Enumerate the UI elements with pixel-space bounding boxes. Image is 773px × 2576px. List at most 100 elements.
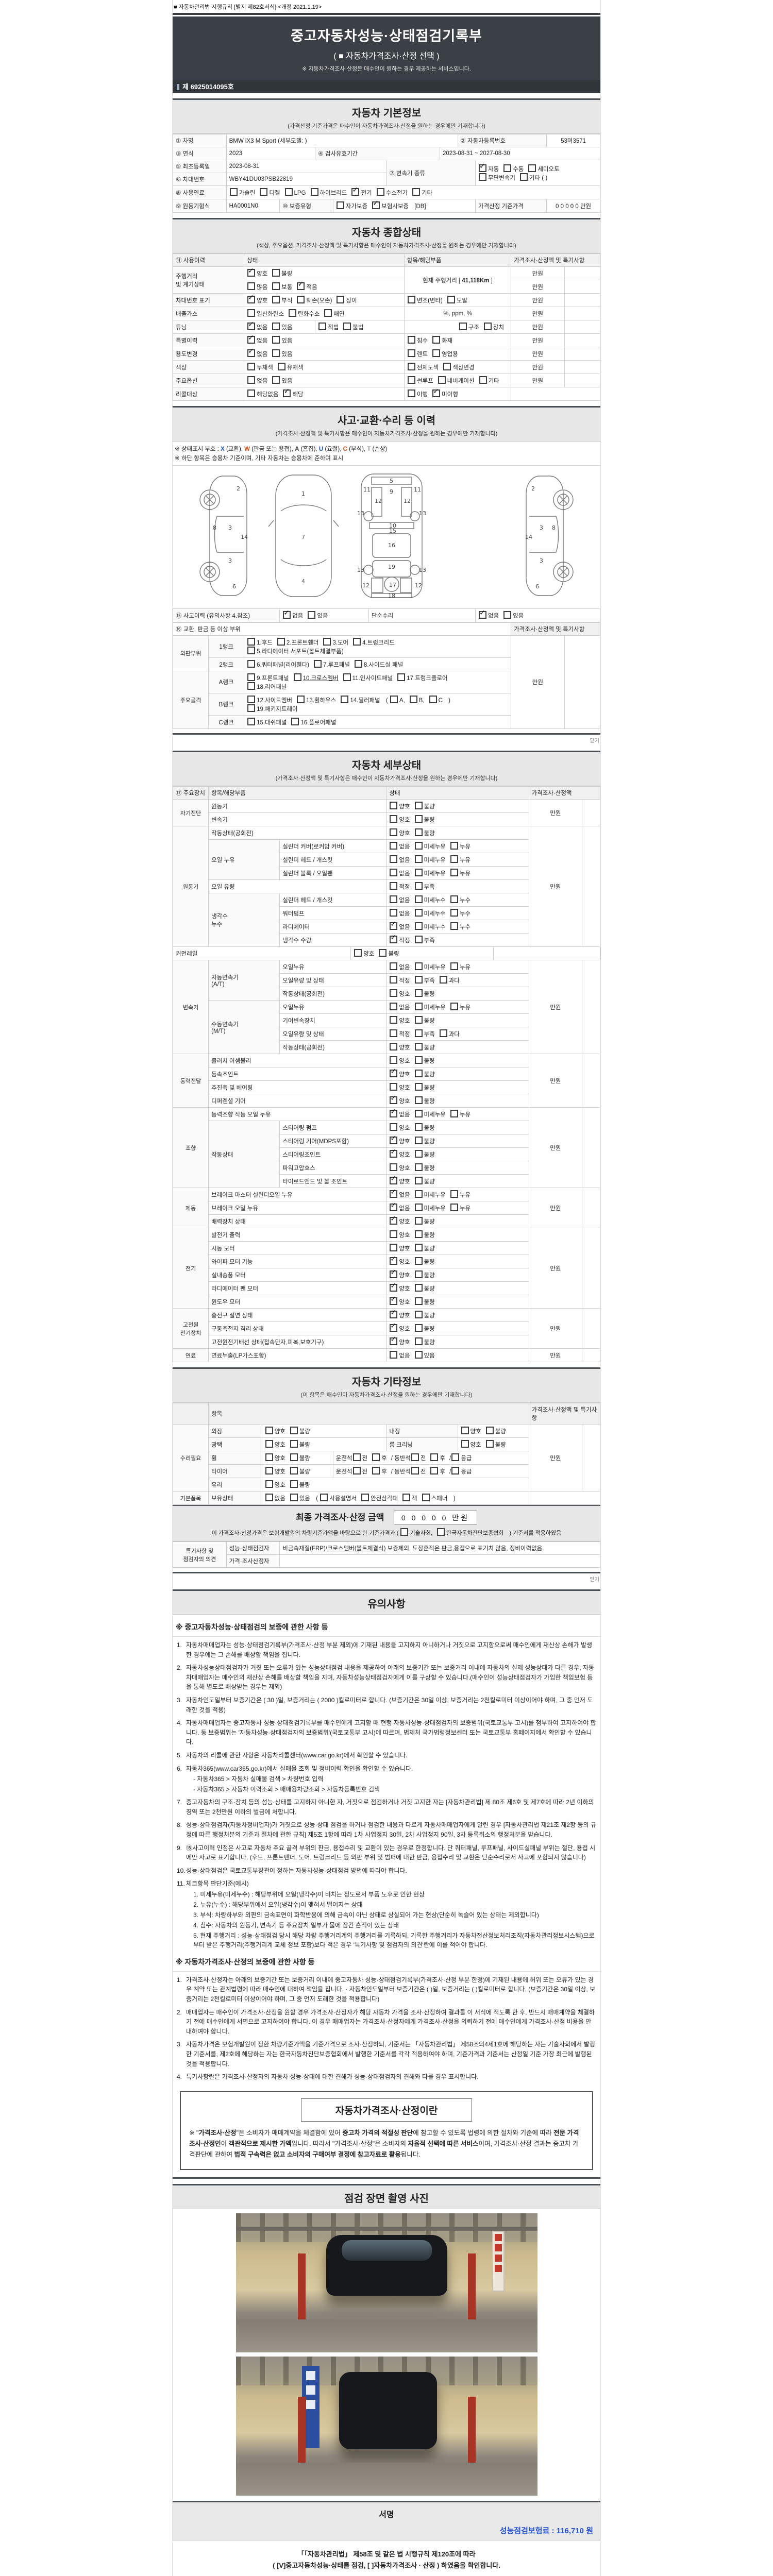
checkbox[interactable] bbox=[318, 323, 327, 330]
checkbox[interactable] bbox=[414, 815, 423, 823]
checkbox[interactable] bbox=[247, 718, 256, 725]
checkbox[interactable] bbox=[438, 376, 446, 384]
checkbox[interactable] bbox=[430, 1453, 439, 1461]
checkbox[interactable] bbox=[297, 280, 305, 290]
checkbox[interactable] bbox=[443, 363, 451, 370]
checkbox[interactable] bbox=[247, 376, 256, 384]
checkbox[interactable] bbox=[390, 1268, 398, 1278]
checkbox[interactable] bbox=[407, 376, 415, 384]
checkbox[interactable] bbox=[390, 909, 398, 917]
checkbox[interactable] bbox=[284, 188, 293, 196]
checkbox[interactable] bbox=[390, 815, 398, 823]
checkbox[interactable] bbox=[439, 976, 447, 984]
checkbox[interactable] bbox=[390, 1214, 398, 1225]
checkbox[interactable] bbox=[414, 882, 423, 890]
checkbox[interactable] bbox=[229, 188, 238, 196]
checkbox[interactable] bbox=[411, 1467, 419, 1475]
checkbox[interactable] bbox=[390, 1351, 398, 1359]
checkbox[interactable] bbox=[390, 976, 398, 984]
checkbox[interactable] bbox=[310, 188, 318, 196]
checkbox[interactable] bbox=[414, 1029, 423, 1037]
checkbox[interactable] bbox=[479, 173, 487, 181]
checkbox[interactable] bbox=[390, 933, 398, 943]
checkbox[interactable] bbox=[337, 296, 345, 303]
checkbox[interactable] bbox=[297, 696, 305, 703]
checkbox[interactable] bbox=[247, 266, 256, 277]
checkbox[interactable] bbox=[390, 1003, 398, 1010]
checkbox[interactable] bbox=[414, 1150, 423, 1158]
checkbox[interactable] bbox=[247, 282, 256, 290]
checkbox[interactable] bbox=[414, 909, 423, 917]
checkbox[interactable] bbox=[323, 638, 331, 646]
checkbox[interactable] bbox=[260, 188, 268, 196]
checkbox[interactable] bbox=[390, 1335, 398, 1345]
close-button[interactable]: 닫기 bbox=[590, 1577, 599, 1583]
checkbox[interactable] bbox=[414, 1043, 423, 1050]
checkbox[interactable] bbox=[320, 1494, 328, 1501]
checkbox[interactable] bbox=[247, 638, 256, 646]
checkbox[interactable] bbox=[414, 1016, 423, 1024]
checkbox[interactable] bbox=[450, 1003, 458, 1010]
checkbox[interactable] bbox=[390, 962, 398, 970]
checkbox[interactable] bbox=[390, 1029, 398, 1037]
checkbox[interactable] bbox=[414, 1163, 423, 1171]
checkbox[interactable] bbox=[450, 895, 458, 903]
checkbox[interactable] bbox=[479, 376, 487, 384]
checkbox[interactable] bbox=[414, 1123, 423, 1131]
checkbox[interactable] bbox=[283, 387, 291, 397]
checkbox[interactable] bbox=[407, 349, 415, 357]
checkbox[interactable] bbox=[422, 1494, 430, 1501]
checkbox[interactable] bbox=[265, 1440, 273, 1448]
checkbox[interactable] bbox=[414, 1177, 423, 1184]
checkbox[interactable] bbox=[354, 949, 362, 957]
checkbox[interactable] bbox=[414, 802, 423, 809]
checkbox[interactable] bbox=[247, 309, 256, 317]
checkbox[interactable] bbox=[485, 1440, 494, 1448]
checkbox[interactable] bbox=[414, 828, 423, 836]
checkbox[interactable] bbox=[414, 1230, 423, 1238]
checkbox[interactable] bbox=[409, 696, 417, 703]
checkbox[interactable] bbox=[247, 647, 256, 654]
checkbox[interactable] bbox=[290, 1453, 298, 1461]
checkbox[interactable] bbox=[414, 1110, 423, 1117]
checkbox[interactable] bbox=[400, 1528, 409, 1536]
checkbox[interactable] bbox=[414, 1284, 423, 1292]
checkbox[interactable] bbox=[450, 922, 458, 930]
checkbox[interactable] bbox=[289, 309, 297, 317]
checkbox[interactable] bbox=[247, 682, 256, 690]
checkbox[interactable] bbox=[293, 673, 301, 681]
checkbox[interactable] bbox=[372, 1453, 380, 1461]
checkbox[interactable] bbox=[414, 1244, 423, 1251]
checkbox[interactable] bbox=[390, 1043, 398, 1050]
checkbox[interactable] bbox=[414, 1257, 423, 1265]
checkbox[interactable] bbox=[432, 349, 441, 357]
checkbox[interactable] bbox=[450, 855, 458, 863]
checkbox[interactable] bbox=[390, 1163, 398, 1171]
checkbox[interactable] bbox=[390, 1321, 398, 1332]
checkbox[interactable] bbox=[314, 660, 322, 668]
checkbox[interactable] bbox=[390, 1230, 398, 1238]
checkbox[interactable] bbox=[439, 1029, 447, 1037]
checkbox[interactable] bbox=[461, 1427, 469, 1434]
checkbox[interactable] bbox=[390, 869, 398, 876]
checkbox[interactable] bbox=[414, 1204, 423, 1211]
checkbox[interactable] bbox=[390, 1201, 398, 1211]
checkbox[interactable] bbox=[414, 1056, 423, 1064]
checkbox[interactable] bbox=[290, 1480, 298, 1488]
checkbox[interactable] bbox=[414, 842, 423, 850]
checkbox[interactable] bbox=[376, 188, 384, 196]
checkbox[interactable] bbox=[361, 1494, 369, 1501]
checkbox[interactable] bbox=[247, 293, 256, 303]
checkbox[interactable] bbox=[390, 1016, 398, 1024]
checkbox[interactable] bbox=[352, 1467, 361, 1475]
checkbox[interactable] bbox=[450, 1110, 458, 1117]
checkbox[interactable] bbox=[247, 696, 256, 703]
checkbox[interactable] bbox=[353, 638, 361, 646]
checkbox[interactable] bbox=[414, 1337, 423, 1345]
checkbox[interactable] bbox=[414, 1297, 423, 1305]
checkbox[interactable] bbox=[459, 323, 467, 330]
checkbox[interactable] bbox=[390, 1107, 398, 1117]
checkbox[interactable] bbox=[390, 1147, 398, 1158]
checkbox[interactable] bbox=[247, 389, 256, 397]
checkbox[interactable] bbox=[390, 1281, 398, 1292]
